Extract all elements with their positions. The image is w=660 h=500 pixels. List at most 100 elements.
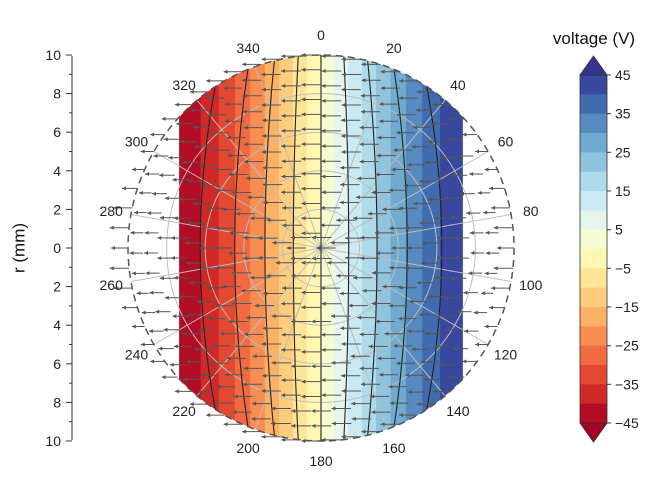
colorbar-tick-label: 25 (615, 144, 631, 160)
field-vector-head (341, 103, 346, 107)
field-vector-head (271, 314, 276, 319)
colorbar-tick-label: 15 (615, 183, 631, 199)
colorbar-band (580, 326, 607, 347)
field-vector-head (182, 160, 187, 165)
field-vector-head (301, 349, 306, 354)
angle-tick-label: 300 (125, 134, 149, 150)
field-vector-head (275, 260, 280, 265)
field-vector-head (391, 167, 396, 172)
field-vector-head (421, 261, 426, 266)
field-vector-head (173, 216, 178, 221)
angle-tick-label: 280 (100, 203, 124, 219)
field-vector-head (159, 276, 164, 281)
field-vector-head (434, 275, 439, 280)
field-vector-head (109, 225, 114, 230)
field-vector-head (388, 188, 393, 193)
field-vector-head (171, 256, 175, 260)
field-vector-head (450, 276, 455, 281)
field-vector-head (224, 102, 229, 107)
field-vector-head (321, 437, 326, 442)
field-vector-head (244, 159, 248, 164)
field-vector-head (252, 401, 257, 406)
field-vector-head (320, 286, 325, 291)
field-vector-head (398, 206, 403, 211)
field-vector-head (359, 159, 364, 164)
field-vector-head (200, 266, 205, 271)
colorbar-band (580, 307, 607, 327)
field-vector-head (336, 273, 341, 278)
field-vector-head (168, 155, 173, 160)
field-vector-head (172, 314, 177, 319)
field-vector-head (291, 273, 296, 278)
field-vector-head (321, 190, 326, 195)
angle-tick-label: 320 (172, 77, 196, 93)
field-vector-head (144, 251, 148, 255)
r-axis: 10 8 6 4 2 0 2 4 6 8 10 (45, 47, 73, 449)
field-vector-head (206, 285, 211, 290)
colorbar-band (580, 268, 607, 289)
field-vector-head (396, 130, 401, 135)
field-vector-head (220, 331, 224, 336)
field-vector-head (271, 406, 276, 411)
field-vector-head (150, 359, 155, 364)
field-vector-head (406, 246, 411, 250)
field-vector-head (377, 356, 382, 361)
field-vector-head (493, 225, 498, 230)
field-vector-head (159, 215, 164, 220)
field-vector-head (450, 215, 455, 220)
field-vector-head (382, 207, 387, 212)
field-vector-head (200, 225, 205, 230)
field-vector-head (360, 256, 365, 261)
field-vector-head (192, 201, 197, 206)
field-vector-head (407, 162, 412, 167)
field-vector-head (215, 188, 220, 193)
field-vector-head (353, 216, 358, 221)
field-vector-head (431, 121, 436, 126)
field-vector-head (236, 211, 240, 216)
field-vector-head (198, 329, 203, 334)
field-vector-head (339, 291, 344, 296)
field-vector-head (341, 389, 346, 393)
field-vector-head (403, 183, 408, 188)
field-vector-head (194, 144, 199, 149)
field-vector-head (153, 154, 158, 158)
field-level-band (306, 55, 322, 441)
field-vector-head (242, 93, 247, 98)
field-vector-head (227, 153, 232, 158)
field-vector-head (261, 103, 266, 107)
field-vector-head (379, 102, 384, 107)
field-vector-head (262, 373, 267, 378)
colorbar-band (580, 365, 607, 385)
field-vector-head (147, 211, 152, 216)
field-vector-head (189, 402, 194, 407)
field-vector-head (351, 416, 356, 421)
field-vector-head (122, 186, 126, 191)
colorbar-band (580, 113, 607, 134)
field-vector-head (371, 301, 376, 306)
field-vector-head (185, 261, 190, 266)
field-vector-head (224, 119, 229, 124)
field-vector-head (321, 83, 326, 88)
plot-boundary (127, 54, 515, 442)
field-vector-head (463, 290, 468, 295)
field-level-band (347, 55, 363, 441)
colorbar-band (580, 287, 607, 308)
field-vector-head (393, 343, 398, 348)
colorbar-tick-label: −15 (615, 299, 639, 315)
field-vector-head (262, 165, 267, 170)
r-tick-label: 4 (53, 317, 61, 333)
field-vector-head (321, 347, 326, 352)
field-vector-head (291, 364, 296, 369)
field-vector-head (261, 57, 266, 62)
field-vector-head (301, 186, 306, 191)
field-vector-head (399, 413, 404, 418)
field-vector-head (247, 195, 252, 200)
field-vector-head (261, 134, 266, 138)
field-vector-head (436, 177, 440, 182)
field-vector-head (301, 335, 306, 340)
field-vector-head (281, 378, 286, 383)
r-tick-label: 0 (53, 240, 61, 256)
field-vector-head (271, 360, 276, 365)
field-vector-head (424, 160, 429, 165)
field-vector-head (261, 342, 266, 346)
